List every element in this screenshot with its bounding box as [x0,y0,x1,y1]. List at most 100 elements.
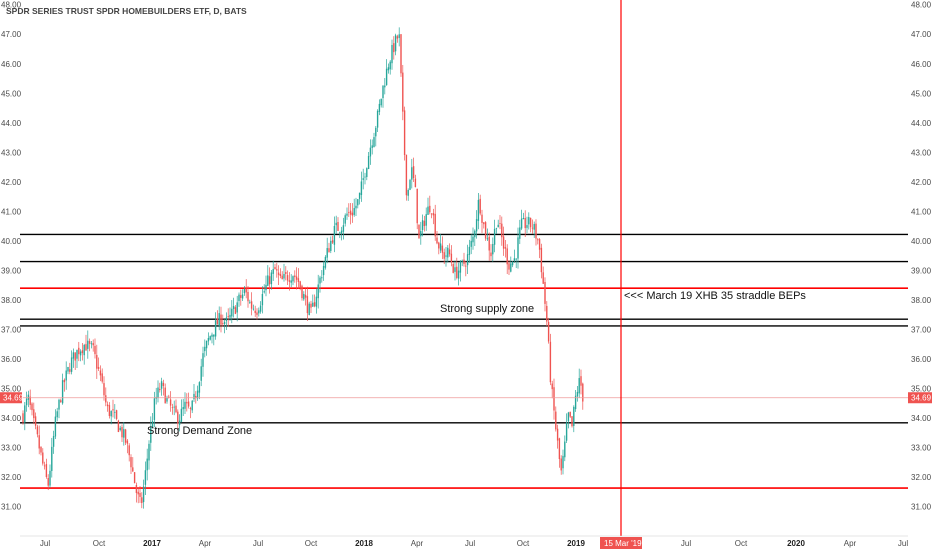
y-tick-left: 38.00 [1,296,22,305]
price-badge-left-text: 34.69 [3,394,24,403]
candle-body [60,400,62,403]
x-tick: 2020 [787,539,805,548]
candle-body [56,411,58,418]
candle-body [58,399,60,410]
candle-body [261,293,264,306]
candle-body [36,426,39,435]
candle-body [236,302,238,313]
candle-body [94,345,96,355]
candle-body [25,398,28,406]
candle-body [349,210,352,215]
candle-body [319,277,321,284]
candle-body [157,387,159,398]
candle-body [283,273,285,279]
candle-body [364,176,366,178]
candle-body [43,465,46,467]
candle-body [40,446,42,453]
y-tick-right: 46.00 [911,60,932,69]
y-tick-left: 41.00 [1,207,22,216]
candle-body [225,317,228,322]
candle-body [479,198,481,214]
candle-body [193,393,195,400]
candle-body [371,145,373,148]
candle-body [249,301,251,303]
candle-body [387,67,390,71]
candle-body [535,223,537,239]
candle-body [110,411,112,417]
candle-body [304,294,307,298]
y-tick-left: 33.00 [1,444,22,453]
candle-body [164,387,166,404]
candle-body [355,205,357,209]
candle-body [277,272,280,275]
candle-body [425,214,427,226]
y-tick-left: 42.00 [1,178,22,187]
candle-body [475,219,478,232]
candle-body [340,230,343,234]
candle-body [24,405,26,423]
candle-body [211,334,213,337]
candle-body [105,395,107,403]
candle-body [321,277,323,279]
candle-body [126,440,129,444]
candle-body [434,213,436,237]
candle-body [279,274,282,276]
candle-body [398,34,400,38]
candle-body [427,206,429,215]
candle-body [159,388,161,391]
candle-body [348,211,350,213]
candle-body [29,396,31,405]
candle-body [511,261,514,266]
candle-body [504,247,507,249]
x-tick: Apr [844,539,857,548]
candle-body [101,373,103,382]
candle-body [148,443,150,461]
candle-body [335,222,337,226]
y-tick-left: 43.00 [1,148,22,157]
candle-body [533,224,535,230]
candle-body [227,316,229,317]
candle-body [459,261,462,273]
candle-body [117,420,120,432]
price-badge-left: 34.69 [0,392,24,404]
candle-body [270,272,273,285]
candle-body [106,404,109,407]
candle-body [567,412,570,422]
candle-body [195,395,197,398]
candle-body [214,320,217,337]
time-axis: Jul Oct 2017 Apr Jul Oct 2018 Apr Jul Oct 2019 Apr J… [20,535,908,548]
candle-body [578,378,580,394]
candle-body [139,493,141,497]
candle-body [375,127,377,137]
candle-body [342,225,345,232]
candle-body [546,305,548,322]
candle-body [367,156,370,169]
y-tick-left: 34.00 [1,414,22,423]
candle-body [538,239,541,250]
candle-body [218,313,220,326]
candle-body [360,181,363,195]
x-tick: 2018 [355,539,373,548]
candle-body [526,225,528,228]
candle-body [22,413,24,423]
candle-body [524,217,526,229]
candle-body [400,34,402,74]
candle-body [564,441,566,458]
candle-body [481,214,483,223]
candle-body [423,220,426,227]
candle-body [160,381,163,389]
candle-body [250,301,253,309]
candle-body [146,458,148,471]
candle-body [196,390,199,399]
candle-body [78,347,80,355]
candle-body [103,383,105,396]
candle-body [412,166,415,179]
candle-body [499,223,501,224]
candle-body [198,382,201,393]
candle-body [337,222,339,231]
candle-body [286,275,289,281]
candle-body [558,438,561,460]
candle-body [519,227,521,239]
y-tick-left: 39.00 [1,266,22,275]
candle-body [205,341,208,349]
